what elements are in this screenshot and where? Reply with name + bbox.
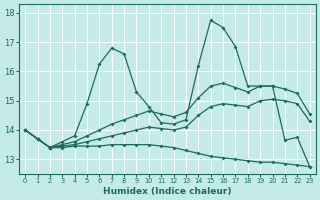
X-axis label: Humidex (Indice chaleur): Humidex (Indice chaleur) — [103, 187, 232, 196]
